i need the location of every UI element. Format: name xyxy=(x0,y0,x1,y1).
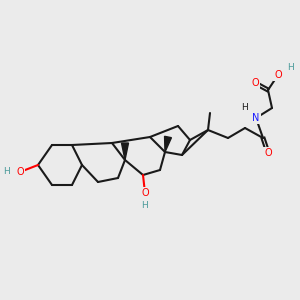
Text: H: H xyxy=(286,64,293,73)
Text: O: O xyxy=(251,78,259,88)
Text: O: O xyxy=(16,167,24,177)
Text: O: O xyxy=(141,188,149,198)
Polygon shape xyxy=(165,136,171,152)
Text: O: O xyxy=(274,70,282,80)
Text: H: H xyxy=(242,103,248,112)
Text: O: O xyxy=(264,148,272,158)
Text: H: H xyxy=(4,167,11,176)
Polygon shape xyxy=(122,143,128,160)
Text: N: N xyxy=(252,113,260,123)
Text: H: H xyxy=(142,202,148,211)
